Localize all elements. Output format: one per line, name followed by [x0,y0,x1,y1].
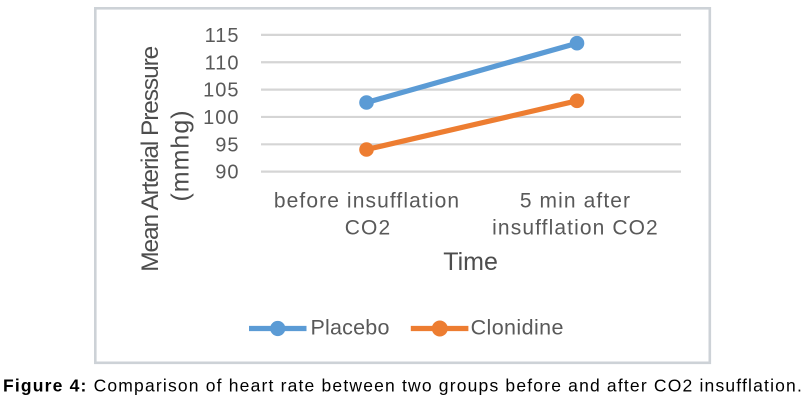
svg-text:before insufflation: before insufflation [274,189,460,212]
svg-text:Placebo: Placebo [311,315,390,339]
svg-text:Figure 4: Comparison of heart: Figure 4: Comparison of heart rate betwe… [3,376,802,396]
svg-text:Clonidine: Clonidine [471,315,564,339]
svg-text:100: 100 [203,107,239,129]
svg-text:Time: Time [443,248,498,276]
svg-text:90: 90 [215,162,239,184]
svg-text:105: 105 [203,80,239,102]
svg-text:95: 95 [215,134,239,156]
svg-text:115: 115 [205,25,240,47]
svg-text:110: 110 [205,52,240,74]
svg-text:insufflation CO2: insufflation CO2 [492,216,659,239]
svg-text:CO2: CO2 [345,216,391,239]
svg-text:5 min after: 5 min after [520,189,631,212]
svg-text:(mmhg): (mmhg) [167,109,195,201]
svg-text:Mean Arterial Pressure: Mean Arterial Pressure [137,46,164,271]
